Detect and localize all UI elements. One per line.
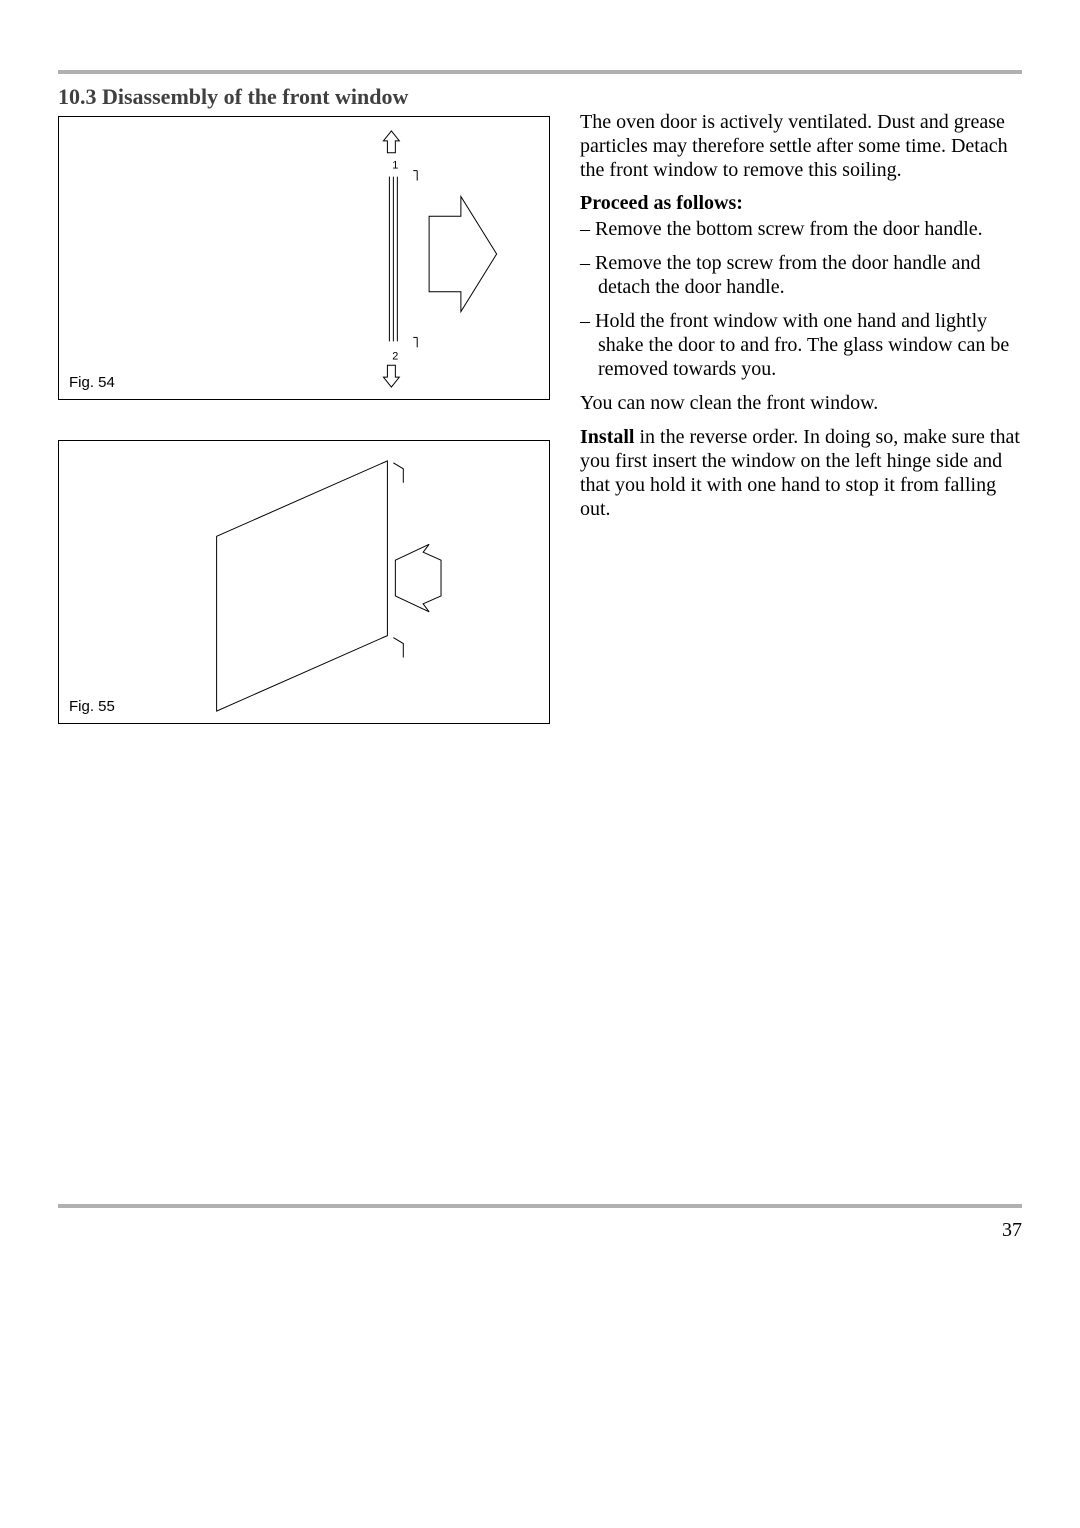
right-column: The oven door is actively ventilated. Du…	[580, 84, 1022, 724]
intro-paragraph: The oven door is actively ventilated. Du…	[580, 110, 1022, 182]
proceed-heading: Proceed as follows:	[580, 192, 1022, 215]
figure-54-diagram: 1 2	[59, 117, 549, 399]
two-column-layout: 10.3 Disassembly of the front window	[58, 84, 1022, 724]
install-paragraph: Install in the reverse order. In doing s…	[580, 425, 1022, 521]
left-column: 10.3 Disassembly of the front window	[58, 84, 550, 724]
steps-list: Remove the bottom screw from the door ha…	[580, 217, 1022, 381]
figure-55: Fig. 55	[58, 440, 550, 724]
figure-55-diagram	[59, 441, 549, 723]
install-rest: in the reverse order. In doing so, make …	[580, 426, 1020, 520]
fig54-label-bottom: 2	[392, 350, 398, 362]
step-item: Remove the bottom screw from the door ha…	[580, 217, 1022, 241]
install-bold: Install	[580, 426, 634, 448]
figure-54: 1 2 Fig. 54	[58, 116, 550, 400]
manual-page: 10.3 Disassembly of the front window	[0, 0, 1080, 1528]
section-heading: 10.3 Disassembly of the front window	[58, 84, 550, 110]
after-steps-paragraph: You can now clean the front window.	[580, 391, 1022, 415]
top-rule	[58, 70, 1022, 74]
step-item: Remove the top screw from the door handl…	[580, 251, 1022, 299]
bottom-rule	[58, 1204, 1022, 1208]
fig54-label-top: 1	[392, 160, 398, 172]
figure-54-caption: Fig. 54	[69, 374, 115, 391]
figure-55-caption: Fig. 55	[69, 698, 115, 715]
step-item: Hold the front window with one hand and …	[580, 309, 1022, 381]
page-number: 37	[1002, 1219, 1022, 1242]
